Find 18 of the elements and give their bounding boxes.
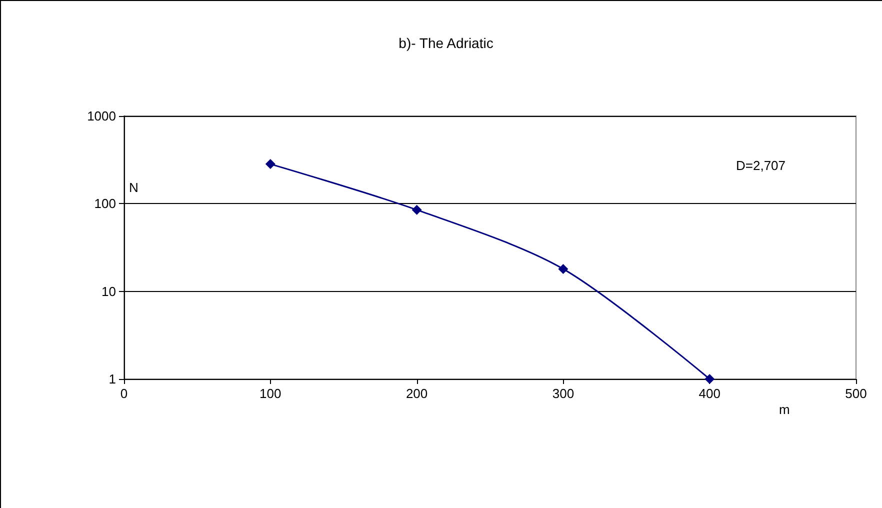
- x-tick-label: 500: [845, 386, 867, 401]
- y-axis-title: N: [129, 180, 138, 195]
- x-tick-label: 200: [406, 386, 428, 401]
- point: [558, 264, 568, 274]
- point: [412, 204, 422, 215]
- x-axis-title: m: [779, 402, 790, 417]
- annotation: D=2,707: [736, 158, 786, 173]
- point: [704, 374, 715, 384]
- y-tick-label: 100: [94, 196, 116, 212]
- y-tick-label: 10: [102, 284, 116, 299]
- y-tick-label: 1: [108, 372, 116, 386]
- x-tick-label: 100: [260, 386, 282, 401]
- chart-title: b)- The Adriatic: [398, 35, 494, 51]
- x-tick-label: 300: [552, 386, 574, 401]
- point: [265, 159, 276, 170]
- x-tick-label: 400: [698, 386, 720, 401]
- x-tick-label: 0: [120, 386, 128, 401]
- y-tick-label: 1000: [87, 108, 116, 124]
